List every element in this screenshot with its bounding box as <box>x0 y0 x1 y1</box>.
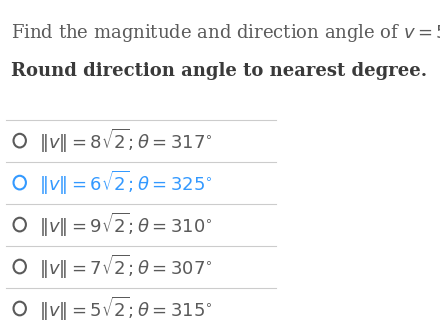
Text: Round direction angle to nearest degree.: Round direction angle to nearest degree. <box>11 62 427 80</box>
Text: $\|v\| = 7\sqrt{2}; \theta = 307^{\circ}$: $\|v\| = 7\sqrt{2}; \theta = 307^{\circ}… <box>40 253 213 281</box>
Text: $\|v\| = 6\sqrt{2}; \theta = 325^{\circ}$: $\|v\| = 6\sqrt{2}; \theta = 325^{\circ}… <box>40 169 213 197</box>
Text: Find the magnitude and direction angle of $v = 5i - 5j.$: Find the magnitude and direction angle o… <box>11 22 440 44</box>
Text: $\|v\| = 8\sqrt{2}; \theta = 317^{\circ}$: $\|v\| = 8\sqrt{2}; \theta = 317^{\circ}… <box>40 127 213 155</box>
Text: $\|v\| = 9\sqrt{2}; \theta = 310^{\circ}$: $\|v\| = 9\sqrt{2}; \theta = 310^{\circ}… <box>40 211 213 239</box>
Text: $\|v\| = 5\sqrt{2}; \theta = 315^{\circ}$: $\|v\| = 5\sqrt{2}; \theta = 315^{\circ}… <box>40 295 213 323</box>
